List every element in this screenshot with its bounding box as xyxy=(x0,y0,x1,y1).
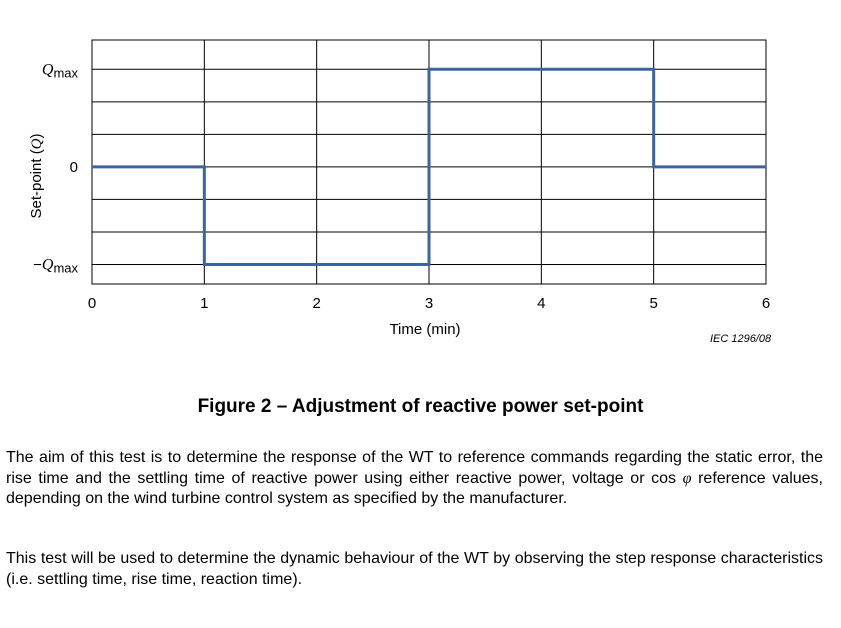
x-tick-label: 1 xyxy=(200,295,208,312)
x-axis-label: Time (min) xyxy=(389,321,460,338)
x-tick-label: 0 xyxy=(88,295,96,312)
x-tick-label: 5 xyxy=(649,295,657,312)
x-tick-label: 2 xyxy=(312,295,320,312)
step-response-chart: Qmax 0 −Qmax 0 1 2 3 4 5 6 Time (min) Set-point … xyxy=(28,39,770,338)
y-tick-labels: Qmax 0 −Qmax xyxy=(33,61,78,275)
paragraph-aim-part1: The aim of this test is to determine the… xyxy=(6,449,823,487)
x-tick-labels: 0 1 2 3 4 5 6 xyxy=(88,295,770,312)
x-tick-label: 3 xyxy=(425,295,433,312)
y-tick-label: −Qmax xyxy=(33,256,78,275)
x-tick-label: 4 xyxy=(537,295,545,312)
y-axis-label: Set-point (Q) xyxy=(28,133,45,218)
y-tick-label: Qmax xyxy=(42,61,79,80)
iec-source-note: IEC 1296/08 xyxy=(710,333,772,345)
phi-symbol: φ xyxy=(682,469,692,487)
plot-frame xyxy=(91,39,767,285)
x-tick-label: 6 xyxy=(762,295,770,312)
paragraph-dynamic-behaviour: This test will be used to determine the … xyxy=(6,550,823,588)
figure-caption: Figure 2 – Adjustment of reactive power … xyxy=(197,396,644,417)
paragraph-aim: The aim of this test is to determine the… xyxy=(6,448,823,510)
step-series-line xyxy=(92,67,766,266)
paragraph-aim-part2: reference values, depending on the wind … xyxy=(6,469,823,508)
y-tick-label: 0 xyxy=(70,159,78,176)
